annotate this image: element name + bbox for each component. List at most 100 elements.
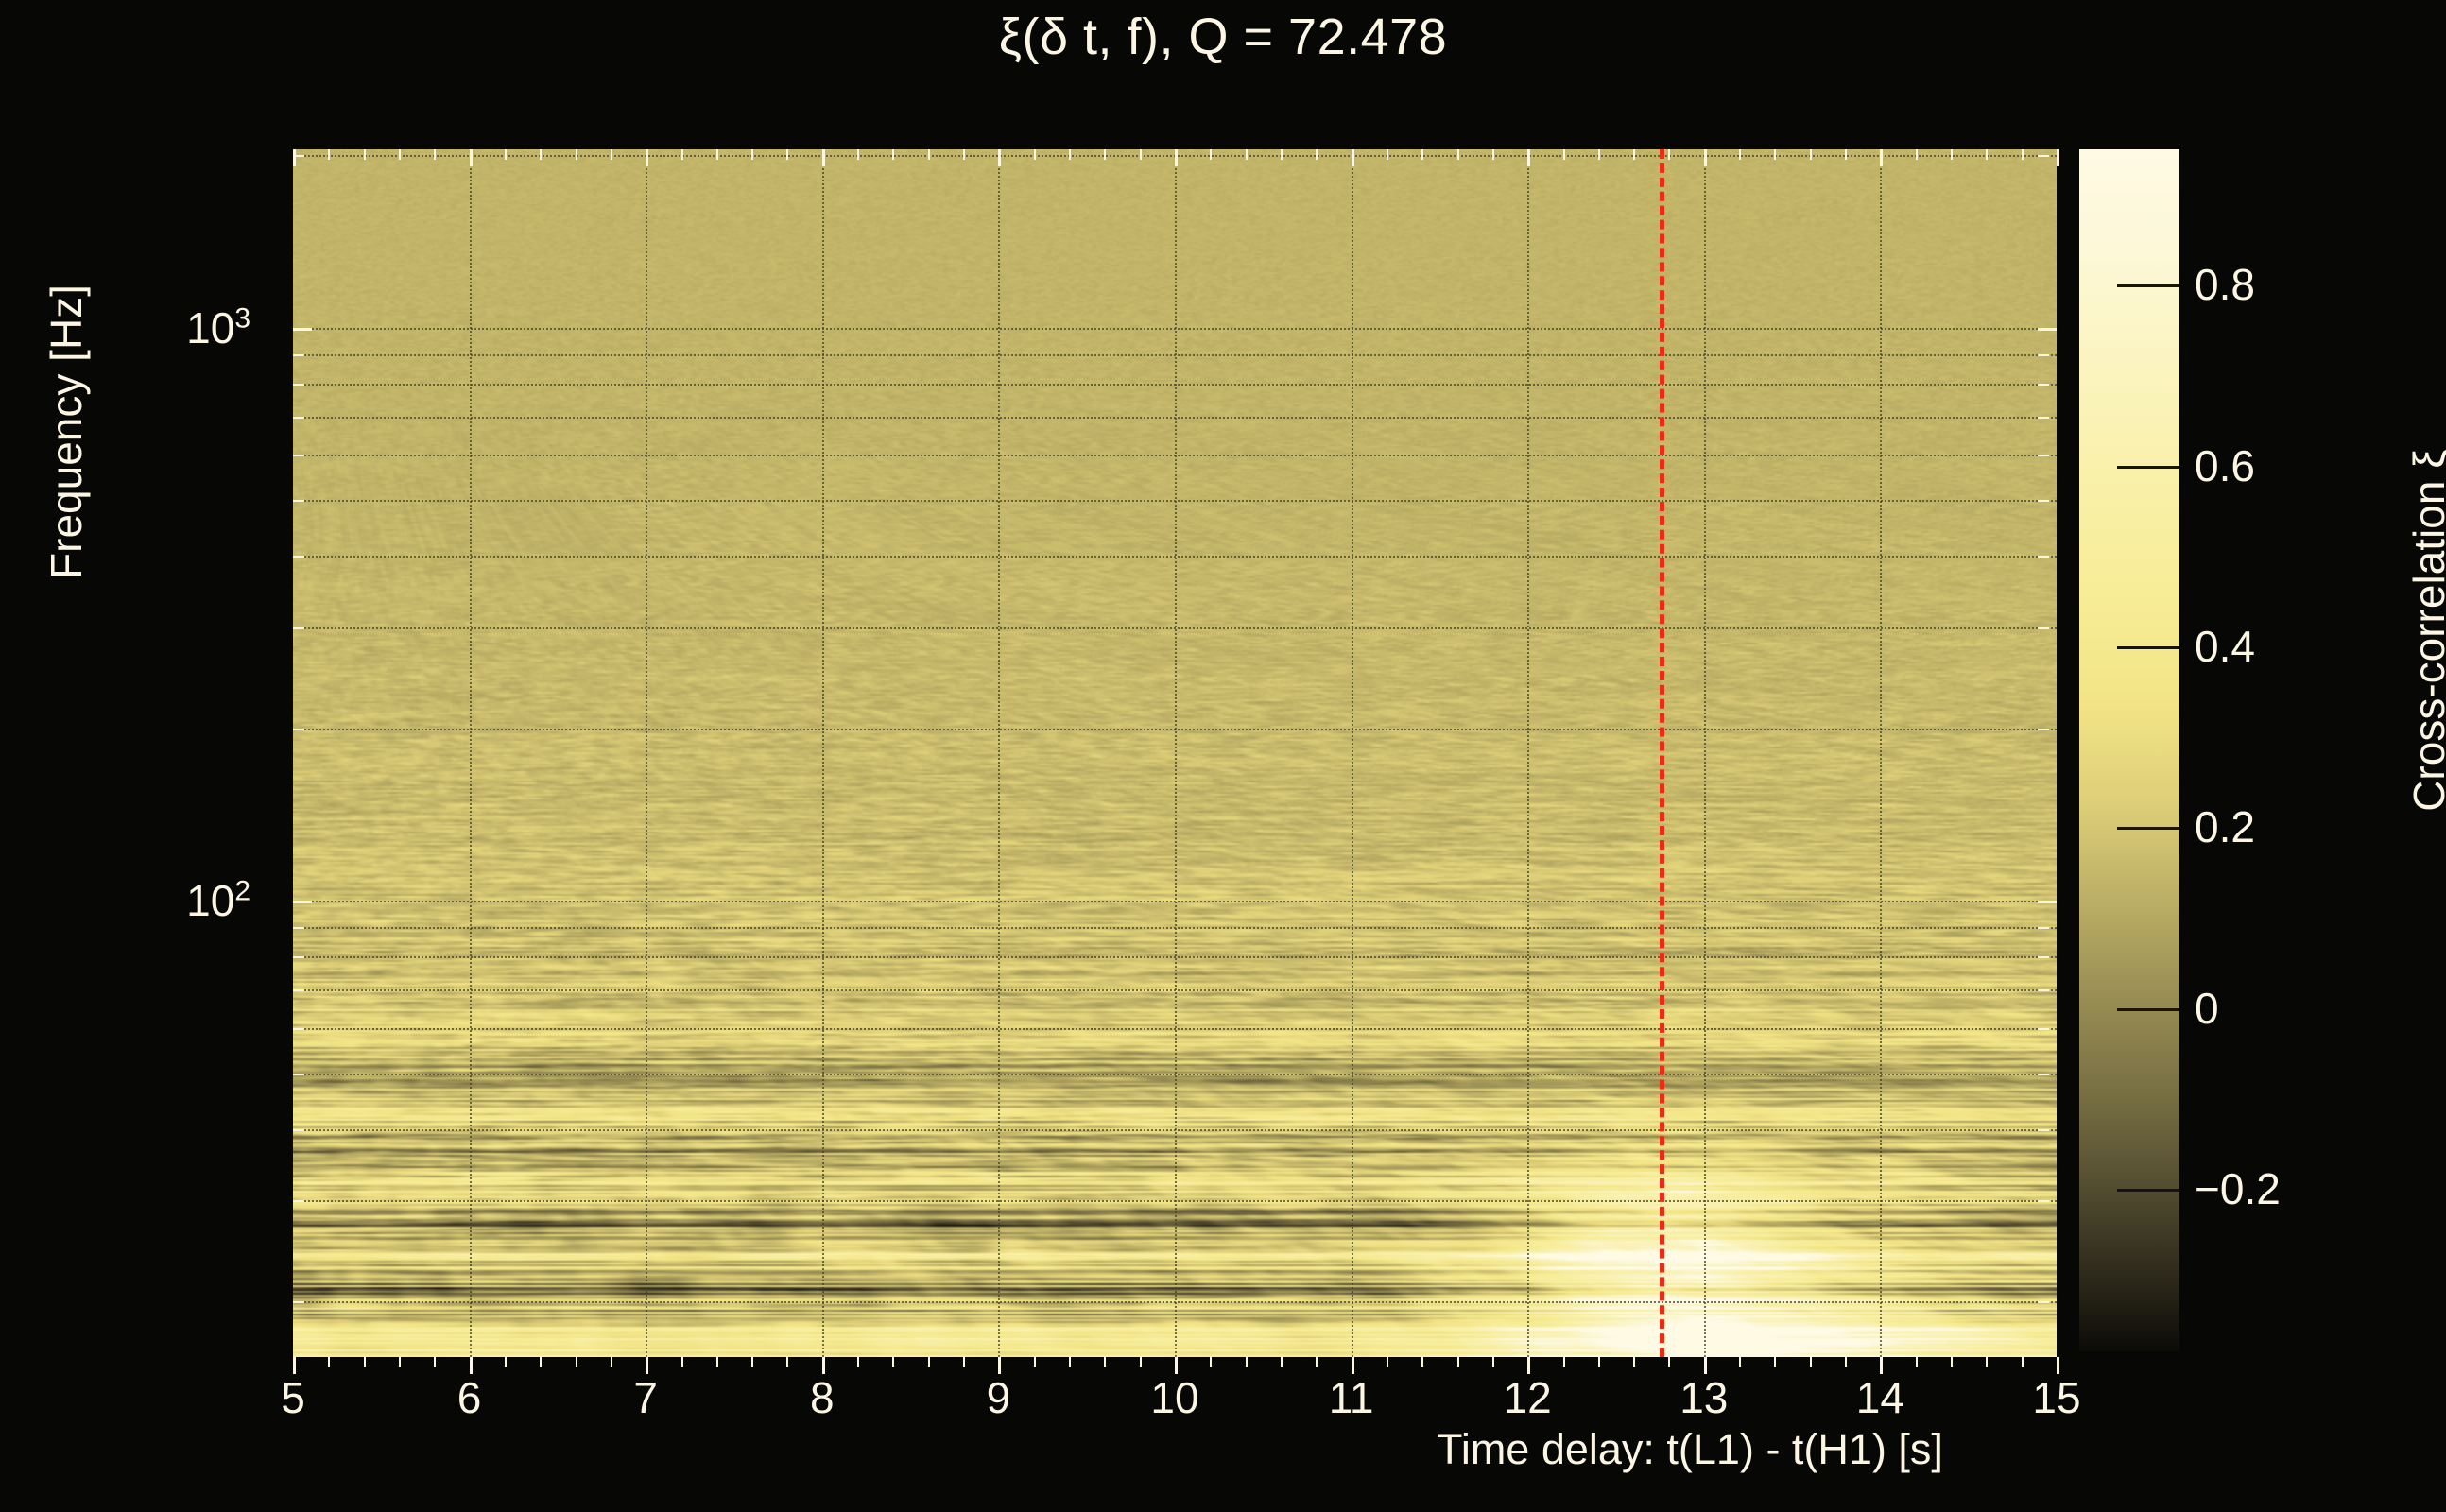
x-axis-tick-minor (963, 1357, 966, 1367)
y-axis-tick-minor-right (2038, 383, 2049, 386)
x-axis-tick-minor-top (927, 149, 930, 160)
x-axis-tick-minor (1210, 1357, 1213, 1367)
x-axis-tick-label: 10 (1150, 1373, 1199, 1422)
y-axis-tick-major (293, 327, 312, 331)
x-axis-tick-minor (857, 1357, 860, 1367)
x-axis-tick-major-top (1175, 149, 1178, 166)
x-axis-tick-minor-top (1597, 149, 1600, 160)
colorbar-tick (2117, 827, 2179, 831)
x-axis-tick-major (998, 1357, 1002, 1374)
x-axis-tick-major (1880, 1357, 1884, 1374)
x-axis-tick-minor-top (1809, 149, 1812, 160)
y-axis-tick-minor (293, 383, 304, 386)
y-axis-tick-minor (293, 927, 304, 930)
y-axis-tick-major (293, 901, 312, 904)
colorbar-tick (2117, 1188, 2179, 1192)
x-axis-tick-minor (504, 1357, 507, 1367)
x-axis-tick-minor (1069, 1357, 1072, 1367)
x-axis-tick-minor (1845, 1357, 1848, 1367)
colorbar-tick (2117, 465, 2179, 469)
x-axis-tick-minor-top (715, 149, 718, 160)
y-axis-tick-minor (293, 353, 304, 356)
y-axis-tick-minor-right (2038, 1128, 2049, 1131)
x-axis-tick-minor (1951, 1357, 1954, 1367)
x-axis-tick-minor (398, 1357, 401, 1367)
x-axis-tick-minor-top (1668, 149, 1671, 160)
x-axis-tick-label: 13 (1679, 1373, 1729, 1422)
x-axis-tick-minor-top (540, 149, 543, 160)
y-axis-tick-minor-right (2038, 353, 2049, 356)
x-axis-tick-major (1703, 1357, 1707, 1374)
x-axis-tick-minor (715, 1357, 718, 1367)
x-axis-tick-label: 9 (986, 1373, 1011, 1422)
y-axis-tick-minor (293, 989, 304, 992)
y-axis-tick-minor-right (2038, 155, 2049, 158)
x-axis-tick-minor (1809, 1357, 1812, 1367)
x-axis-tick-major (1527, 1357, 1531, 1374)
x-axis-tick-minor-top (2021, 149, 2024, 160)
x-axis-tick-minor-top (1774, 149, 1777, 160)
x-axis-tick-minor (1491, 1357, 1494, 1367)
colorbar-tick (2117, 284, 2179, 288)
y-axis-tick-minor-right (2038, 500, 2049, 503)
y-axis-label: Frequency [Hz] (42, 284, 91, 579)
x-axis-tick-label: 15 (2032, 1373, 2081, 1422)
x-axis-tick-minor-top (751, 149, 754, 160)
x-axis-tick-label: 12 (1503, 1373, 1552, 1422)
colorbar-label: Cross-correlation ξ (2404, 449, 2446, 812)
x-axis-tick-minor-top (1316, 149, 1318, 160)
x-axis-tick-minor-top (1386, 149, 1388, 160)
x-axis-tick-major (1351, 1357, 1354, 1374)
x-axis-tick-label: 6 (456, 1373, 482, 1422)
x-axis-tick-label: 5 (281, 1373, 305, 1422)
x-axis-tick-major-top (469, 149, 473, 166)
x-axis-tick-minor (434, 1357, 437, 1367)
x-axis-tick-minor-top (1421, 149, 1424, 160)
colorbar-tick-label: 0.2 (2195, 802, 2255, 852)
y-axis-tick-minor-right (2038, 927, 2049, 930)
x-axis-tick-minor-top (1280, 149, 1283, 160)
y-axis-tick-minor (293, 1073, 304, 1075)
x-axis-tick-major-top (646, 149, 649, 166)
x-axis-tick-label: 11 (1328, 1373, 1374, 1422)
x-axis-tick-minor (2021, 1357, 2024, 1367)
y-axis-tick-minor-right (2038, 1027, 2049, 1030)
y-axis-tick-minor-right (2038, 989, 2049, 992)
heatmap-canvas (293, 149, 2057, 1357)
x-axis-tick-major (293, 1357, 296, 1374)
x-axis-tick-minor-top (1491, 149, 1494, 160)
x-axis-tick-minor (1245, 1357, 1248, 1367)
chart-title: ξ(δ t, f), Q = 72.478 (998, 9, 1448, 65)
y-axis-tick-label: 103 (186, 302, 250, 352)
y-axis-tick-minor (293, 416, 304, 419)
y-axis-tick-label: 102 (186, 875, 250, 926)
x-axis-tick-minor (927, 1357, 930, 1367)
x-axis-tick-minor-top (1033, 149, 1036, 160)
x-axis-tick-minor-top (892, 149, 895, 160)
y-axis-tick-major-right (2038, 327, 2057, 331)
x-axis-tick-minor (363, 1357, 366, 1367)
x-axis-label: Time delay: t(L1) - t(H1) [s] (1437, 1425, 1943, 1473)
y-axis-tick-minor (293, 1200, 304, 1203)
x-axis-tick-minor-top (680, 149, 683, 160)
x-axis-tick-minor (1456, 1357, 1459, 1367)
y-axis-tick-minor-right (2038, 1073, 2049, 1075)
y-axis-tick-minor-right (2038, 627, 2049, 629)
x-axis-tick-major-top (1880, 149, 1884, 166)
x-axis-tick-minor-top (963, 149, 966, 160)
x-axis-tick-minor (575, 1357, 577, 1367)
colorbar (2079, 149, 2179, 1351)
x-axis-tick-minor-top (1139, 149, 1142, 160)
x-axis-tick-major (1175, 1357, 1178, 1374)
x-axis-tick-minor-top (1986, 149, 1989, 160)
x-axis-tick-minor-top (434, 149, 437, 160)
x-axis-tick-minor (1562, 1357, 1565, 1367)
x-axis-tick-label: 8 (810, 1373, 835, 1422)
y-axis-tick-minor (293, 155, 304, 158)
y-axis-tick-major-right (2038, 901, 2057, 904)
x-axis-tick-minor (1104, 1357, 1107, 1367)
x-axis-tick-minor (1915, 1357, 1918, 1367)
x-axis-tick-major (646, 1357, 649, 1374)
colorbar-tick-label: 0.6 (2195, 440, 2255, 490)
x-axis-tick-minor (328, 1357, 331, 1367)
